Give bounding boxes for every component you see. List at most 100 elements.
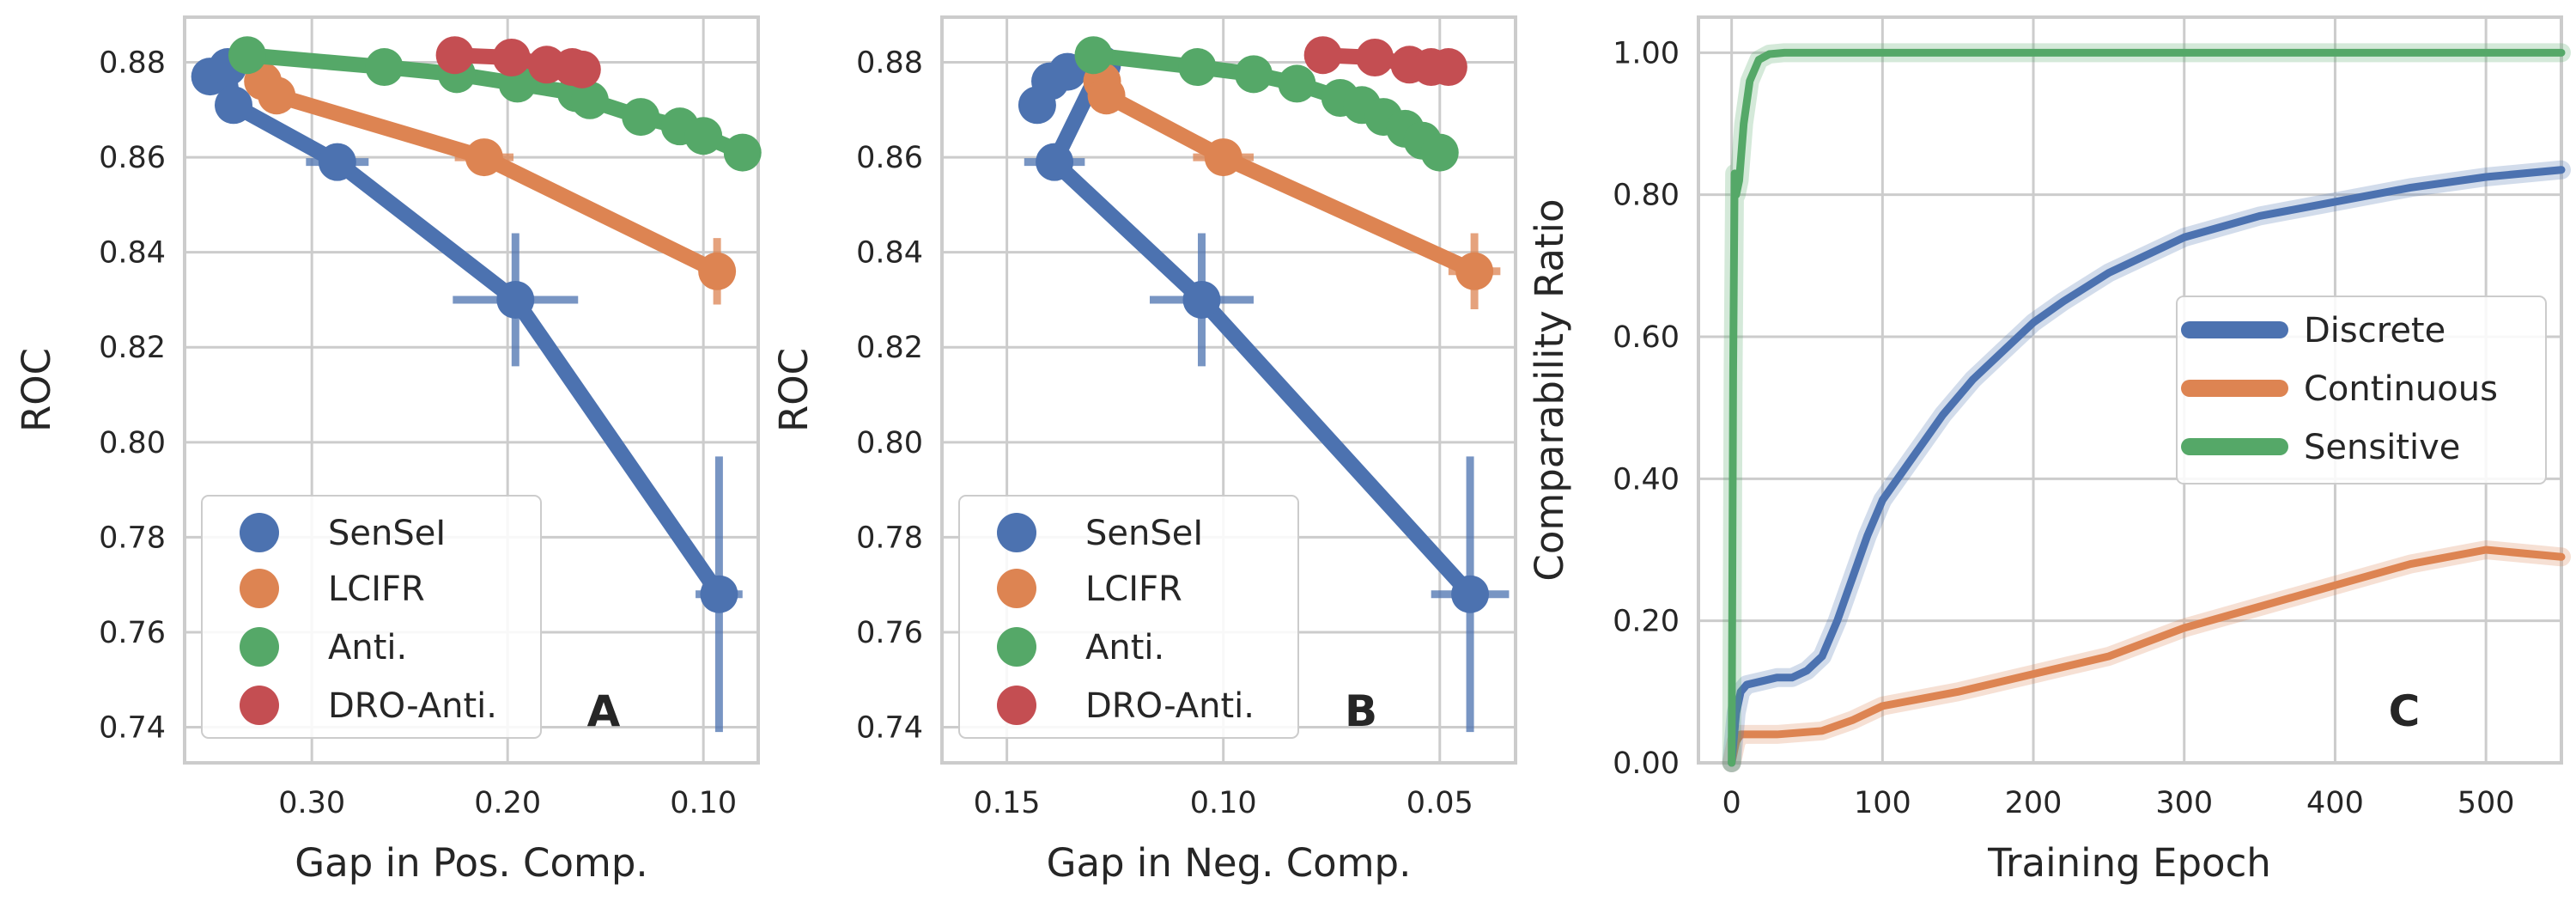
panel-a-y-tick-label: 0.86 bbox=[99, 141, 166, 175]
panel-c-y-tick-label: 0.80 bbox=[1613, 179, 1680, 213]
panel-b-marks bbox=[1018, 36, 1510, 733]
panel-b-anti-point bbox=[1278, 64, 1316, 103]
panel-b-anti-point bbox=[1074, 36, 1113, 75]
panel-b-dro-anti-point bbox=[1303, 36, 1342, 75]
panel-a-sensei-point bbox=[318, 143, 356, 181]
panel-a-lcifr-point bbox=[258, 76, 296, 115]
panel-b-y-tick-label: 0.86 bbox=[856, 141, 923, 175]
panel-c-legend-label-discrete: Discrete bbox=[2304, 311, 2445, 350]
panel-a-y-tick-labels: 0.74 0.76 0.78 0.80 0.82 0.84 0.86 0.88 bbox=[99, 46, 166, 746]
panel-a-legend-box bbox=[201, 495, 542, 739]
panel-c-x-tick-label: 300 bbox=[2155, 786, 2213, 820]
panel-b-x-tick-labels: 0.15 0.10 0.05 bbox=[974, 786, 1473, 820]
panel-a-anti-point bbox=[570, 81, 609, 119]
panel-a-y-tick-label: 0.82 bbox=[99, 331, 166, 365]
panel-a-marks bbox=[191, 36, 762, 733]
panel-c-x-tick-label: 100 bbox=[1854, 786, 1911, 820]
panel-c-y-tick-label: 0.60 bbox=[1613, 320, 1680, 355]
panel-b-legend-label-sensei: SenSeI bbox=[1085, 514, 1203, 553]
panel-b-y-tick-label: 0.76 bbox=[856, 616, 923, 650]
panel-c-y-tick-label: 0.20 bbox=[1613, 605, 1680, 639]
panel-a-anti-point bbox=[228, 36, 266, 75]
panel-c-y-tick-label: 0.00 bbox=[1613, 747, 1680, 781]
panel-c-legend: Discrete Continuous Sensitive bbox=[2176, 296, 2547, 485]
panel-a-x-axis-label: Gap in Pos. Comp. bbox=[295, 840, 647, 886]
panel-a-legend-marker-dro-anti bbox=[240, 686, 279, 725]
panel-b-legend-marker-dro-anti bbox=[997, 686, 1036, 725]
panel-b-dro-anti-point bbox=[1429, 48, 1467, 87]
panel-a-y-tick-label: 0.74 bbox=[99, 711, 166, 746]
panel-c-legend-label-sensitive: Sensitive bbox=[2304, 428, 2460, 467]
panel-b-y-tick-label: 0.78 bbox=[856, 521, 923, 555]
panel-a-y-tick-label: 0.84 bbox=[99, 236, 166, 271]
panel-b-x-axis-label: Gap in Neg. Comp. bbox=[1047, 840, 1412, 886]
panel-c-x-tick-label: 200 bbox=[2005, 786, 2063, 820]
panel-c-x-tick-label: 500 bbox=[2458, 786, 2515, 820]
panel-b-legend-marker-lcifr bbox=[997, 569, 1036, 608]
panel-a-y-tick-label: 0.88 bbox=[99, 46, 166, 81]
panel-b-y-axis-label: ROC bbox=[771, 348, 817, 432]
panel-c-sensitive-line bbox=[1728, 48, 2566, 767]
panel-c-legend-box bbox=[2176, 296, 2547, 485]
panel-b-y-tick-label: 0.82 bbox=[856, 331, 923, 365]
panel-b-y-tick-labels: 0.74 0.76 0.78 0.80 0.82 0.84 0.86 0.88 bbox=[856, 46, 923, 746]
panel-a-legend-label-dro-anti: DRO-Anti. bbox=[328, 686, 497, 726]
panel-a-y-tick-label: 0.76 bbox=[99, 616, 166, 650]
panel-c-continuous-line bbox=[1728, 545, 2566, 767]
panel-a-legend-marker-anti bbox=[240, 627, 279, 667]
panel-a-x-tick-label: 0.30 bbox=[278, 786, 345, 820]
panel-c-y-tick-label: 0.40 bbox=[1613, 462, 1680, 497]
panel-a-anti-point bbox=[622, 98, 660, 137]
panel-a-lcifr-point bbox=[698, 252, 737, 290]
panel-a-legend-label-sensei: SenSeI bbox=[328, 514, 446, 553]
panel-a-legend-marker-lcifr bbox=[240, 569, 279, 608]
panel-b-y-tick-label: 0.80 bbox=[856, 426, 923, 460]
panel-a-x-tick-labels: 0.30 0.20 0.10 bbox=[278, 786, 737, 820]
panel-b-lcifr-point bbox=[1087, 76, 1126, 115]
panel-a-lcifr-point bbox=[465, 138, 503, 177]
panel-b-lcifr-point bbox=[1455, 252, 1494, 290]
panel-c-marks bbox=[1722, 43, 2571, 772]
panel-b-sensei-point bbox=[1036, 143, 1074, 181]
panel-b-legend-marker-sensei bbox=[997, 513, 1036, 552]
panel-b-anti-point bbox=[1178, 48, 1217, 87]
panel-c: 0.00 0.20 0.40 0.60 0.80 1.00 0 100 200 300 400 50… bbox=[1527, 15, 2571, 886]
panel-a-x-tick-label: 0.20 bbox=[474, 786, 541, 820]
panel-a-sensei-point bbox=[214, 86, 252, 125]
panel-a-anti-point bbox=[684, 117, 723, 155]
panel-a-y-tick-label: 0.78 bbox=[99, 521, 166, 555]
panel-a-legend: SenSeI LCIFR Anti. DRO-Anti. bbox=[201, 495, 542, 739]
panel-a-legend-label-lcifr: LCIFR bbox=[328, 570, 425, 609]
panel-a-letter: A bbox=[587, 686, 621, 736]
panel-a: 0.74 0.76 0.78 0.80 0.82 0.84 0.86 0.88 0.30 0.2… bbox=[14, 15, 762, 886]
panel-c-discrete-line bbox=[1728, 166, 2566, 767]
panel-b-legend-label-anti: Anti. bbox=[1085, 628, 1164, 667]
panel-b-anti-point bbox=[1420, 133, 1459, 172]
panel-c-y-tick-label: 1.00 bbox=[1613, 36, 1680, 70]
panel-a-dro-anti-point bbox=[492, 38, 531, 76]
panel-b-y-tick-label: 0.88 bbox=[856, 46, 923, 81]
panel-a-dro-anti-point bbox=[562, 50, 601, 88]
panel-b-y-tick-label: 0.84 bbox=[856, 236, 923, 271]
panel-b-y-tick-label: 0.74 bbox=[856, 711, 923, 746]
panel-a-anti-point bbox=[365, 48, 404, 87]
panel-b-dro-anti-point bbox=[1356, 38, 1394, 76]
panel-a-y-axis-label: ROC bbox=[14, 348, 59, 432]
panel-b-legend: SenSeI LCIFR Anti. DRO-Anti. bbox=[958, 495, 1299, 739]
panel-b-legend-label-lcifr: LCIFR bbox=[1085, 570, 1182, 609]
panel-a-y-tick-label: 0.80 bbox=[99, 426, 166, 460]
panel-b-x-tick-label: 0.15 bbox=[974, 786, 1041, 820]
panel-a-legend-label-anti: Anti. bbox=[328, 628, 407, 667]
panel-b-sensei-point bbox=[1451, 575, 1490, 613]
panel-c-y-tick-labels: 0.00 0.20 0.40 0.60 0.80 1.00 bbox=[1613, 36, 1680, 781]
panel-b: 0.74 0.76 0.78 0.80 0.82 0.84 0.86 0.88 0.15 0.1… bbox=[771, 15, 1517, 886]
panel-b-lcifr-point bbox=[1204, 138, 1242, 177]
panel-c-letter: C bbox=[2389, 686, 2421, 736]
panel-c-x-tick-label: 400 bbox=[2306, 786, 2364, 820]
panel-b-legend-box bbox=[958, 495, 1299, 739]
panel-b-x-tick-label: 0.05 bbox=[1406, 786, 1473, 820]
panel-a-sensei-point bbox=[496, 280, 535, 319]
panel-b-letter: B bbox=[1345, 686, 1377, 736]
panel-b-sensei-point bbox=[1182, 280, 1221, 319]
